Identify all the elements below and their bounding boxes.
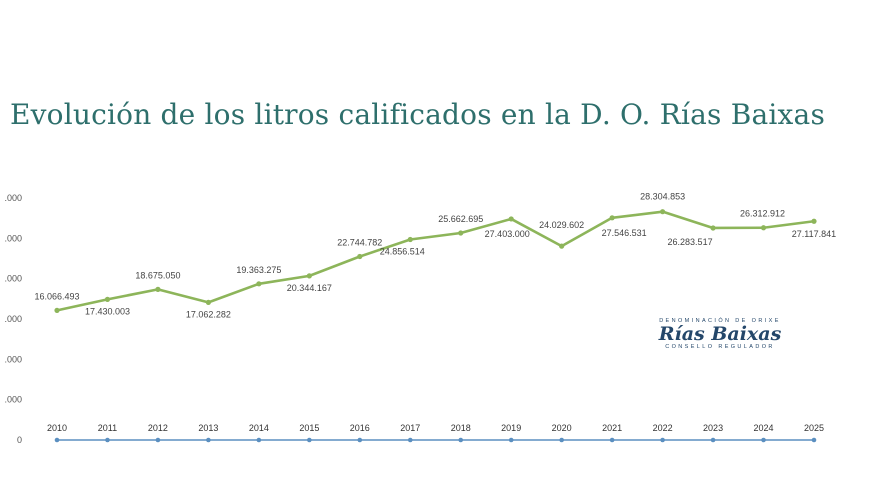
data-label: 16.066.493 [34,291,79,301]
baseline-point [407,437,413,443]
y-tick-label: .000 [4,274,22,284]
x-tick-label: 2015 [299,423,319,433]
baseline-point [609,437,615,443]
y-tick-label: .000 [4,395,22,405]
data-point [660,209,666,215]
data-label: 19.363.275 [236,265,281,275]
data-point [54,307,60,313]
x-tick-label: 2012 [148,423,168,433]
data-label: 22.744.782 [337,238,382,248]
x-tick-label: 2021 [602,423,622,433]
data-label: 25.662.695 [438,214,483,224]
data-labels: 16.066.493 17.430.003 18.675.050 17.062.282… [34,192,836,320]
x-tick-label: 2018 [451,423,471,433]
y-tick-label: .000 [4,233,22,243]
x-tick-label: 2013 [198,423,218,433]
data-point [407,236,413,243]
baseline-point [256,437,262,443]
baseline-point [508,437,514,443]
x-tick-label: 2016 [350,423,370,433]
data-label: 17.430.003 [85,306,130,316]
rias-baixas-logo: DENOMINACIÓN DE ORIXE Rías Baixas CONSEL… [650,318,790,350]
x-tick-label: 2020 [552,423,572,433]
y-tick-label: .000 [4,314,22,324]
baseline-point [458,437,464,443]
data-label: 24.029.602 [539,220,584,230]
data-point [609,215,615,221]
data-point [357,253,363,260]
main-series-line [56,210,815,312]
data-label: 27.117.841 [792,229,836,239]
data-label: 17.062.282 [186,309,231,319]
data-point [306,273,312,279]
data-point [458,230,464,236]
baseline-series [54,437,817,443]
x-tick-label: 2011 [98,423,117,433]
data-point [811,218,817,224]
baseline-point [811,437,817,443]
x-tick-label: 2024 [754,423,774,433]
data-point [710,225,716,231]
baseline-point [155,437,161,443]
x-tick-label: 2014 [249,423,269,433]
data-point [559,243,565,249]
baseline-point [206,437,211,443]
data-point [508,216,514,222]
baseline-point [559,437,564,443]
chart-title: Evolución de los litros calificados en l… [10,98,826,131]
baseline-point [761,437,766,443]
y-axis-ticks: .000 .000 .000 .000 .000 .000 0 [4,193,22,445]
data-label: 26.283.517 [668,237,713,247]
data-point [205,299,211,305]
data-label: 26.312.912 [740,209,785,219]
baseline-point [54,437,60,443]
x-tick-label: 2010 [47,423,67,433]
y-tick-label: 0 [17,435,22,445]
data-point [155,286,161,292]
data-label: 27.403.000 [485,229,530,239]
data-label: 24.856.514 [380,246,425,256]
main-series [54,209,817,313]
data-label: 20.344.167 [287,283,332,293]
baseline-point [357,437,363,443]
baseline-point [710,437,716,443]
logo-name: Rías Baixas [658,323,782,345]
baseline-point [105,437,110,443]
y-tick-label: .000 [4,193,22,203]
x-tick-label: 2017 [400,423,420,433]
y-tick-label: .000 [4,354,22,364]
baseline-point [307,437,312,443]
x-tick-label: 2023 [703,423,723,433]
data-point [760,225,767,231]
baseline-point [660,437,665,443]
x-axis-ticks: 2010 2011 2012 2013 2014 2015 2016 2017 2018 2019… [47,423,824,433]
x-tick-label: 2025 [804,423,824,433]
data-label: 28.304.853 [640,192,685,202]
data-point [104,296,111,302]
x-tick-label: 2019 [501,423,521,433]
logo-bottom-text: CONSELLO REGULADOR [665,344,775,350]
x-tick-label: 2022 [653,423,673,433]
data-point [256,281,262,287]
data-label: 18.675.050 [135,270,180,280]
data-label: 27.546.531 [602,228,647,238]
logo-top-text: DENOMINACIÓN DE ORIXE [659,318,781,324]
